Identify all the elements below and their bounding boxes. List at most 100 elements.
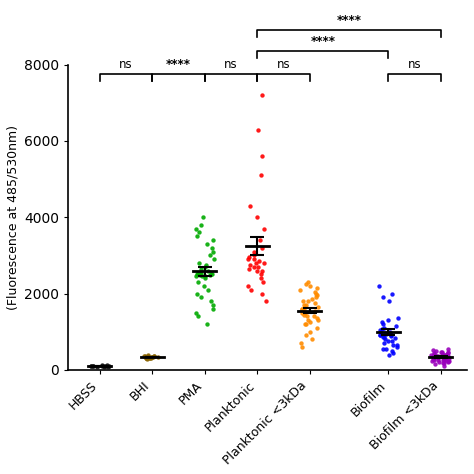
Point	[438, 348, 446, 356]
Point	[255, 126, 262, 133]
Point	[299, 305, 306, 312]
Point	[381, 334, 388, 341]
Point	[87, 363, 94, 370]
Point	[300, 297, 307, 305]
Point	[428, 357, 435, 365]
Point	[380, 345, 387, 353]
Point	[93, 364, 101, 371]
Point	[376, 331, 383, 338]
Point	[98, 363, 105, 370]
Point	[248, 286, 255, 293]
Point	[193, 309, 201, 316]
Point	[260, 259, 268, 267]
Point	[200, 282, 207, 290]
Point	[209, 271, 216, 278]
Point	[382, 345, 390, 353]
Point	[439, 356, 447, 364]
Point	[258, 91, 266, 99]
Point	[432, 347, 440, 355]
Point	[195, 313, 202, 320]
Point	[250, 255, 258, 263]
Point	[197, 272, 204, 279]
Point	[388, 337, 395, 345]
Point	[445, 358, 452, 366]
Point	[380, 334, 387, 341]
Point	[258, 267, 266, 274]
Point	[432, 352, 439, 360]
Point	[209, 244, 216, 252]
Point	[441, 351, 449, 358]
Point	[444, 353, 452, 360]
Point	[297, 286, 304, 293]
Point	[444, 357, 452, 365]
Point	[302, 320, 310, 328]
Point	[309, 336, 316, 343]
Point	[313, 292, 320, 299]
Point	[246, 202, 254, 210]
Point	[263, 297, 270, 305]
Point	[258, 290, 266, 297]
Point	[151, 352, 158, 360]
Point	[379, 325, 386, 332]
Point	[439, 359, 447, 367]
Point	[246, 261, 254, 269]
Point	[385, 351, 392, 358]
Point	[207, 297, 214, 305]
Point	[445, 357, 453, 365]
Point	[440, 351, 447, 358]
Point	[199, 213, 206, 221]
Point	[297, 339, 305, 347]
Point	[435, 358, 442, 366]
Point	[258, 244, 265, 252]
Point	[246, 265, 253, 273]
Point	[150, 353, 158, 360]
Point	[440, 354, 447, 361]
Point	[245, 255, 252, 263]
Text: ****: ****	[337, 14, 362, 27]
Point	[434, 355, 442, 362]
Point	[389, 349, 396, 356]
Point	[90, 362, 97, 370]
Point	[385, 297, 392, 305]
Point	[257, 172, 265, 179]
Point	[204, 267, 211, 274]
Point	[393, 341, 401, 349]
Point	[382, 330, 390, 337]
Point	[391, 334, 399, 342]
Point	[388, 347, 396, 355]
Y-axis label: (Fluorescence at 485/530nm): (Fluorescence at 485/530nm)	[7, 125, 20, 310]
Point	[313, 315, 321, 322]
Point	[302, 280, 310, 288]
Point	[210, 301, 217, 309]
Point	[245, 254, 253, 261]
Point	[445, 345, 452, 353]
Point	[146, 355, 154, 362]
Point	[387, 332, 395, 340]
Point	[429, 346, 437, 354]
Point	[314, 317, 322, 324]
Point	[149, 353, 156, 360]
Point	[253, 267, 261, 274]
Point	[201, 274, 209, 282]
Point	[311, 288, 319, 295]
Point	[193, 290, 201, 297]
Point	[441, 356, 448, 364]
Point	[251, 263, 258, 271]
Point	[203, 320, 210, 328]
Point	[193, 270, 201, 278]
Point	[386, 328, 394, 336]
Point	[143, 356, 151, 363]
Point	[256, 237, 264, 244]
Point	[440, 362, 447, 370]
Point	[210, 305, 217, 312]
Point	[198, 221, 205, 228]
Point	[307, 319, 314, 326]
Point	[379, 293, 387, 301]
Point	[195, 228, 203, 236]
Point	[311, 307, 319, 314]
Point	[432, 352, 440, 359]
Point	[194, 270, 202, 277]
Point	[145, 352, 152, 359]
Point	[304, 297, 312, 305]
Point	[428, 352, 435, 359]
